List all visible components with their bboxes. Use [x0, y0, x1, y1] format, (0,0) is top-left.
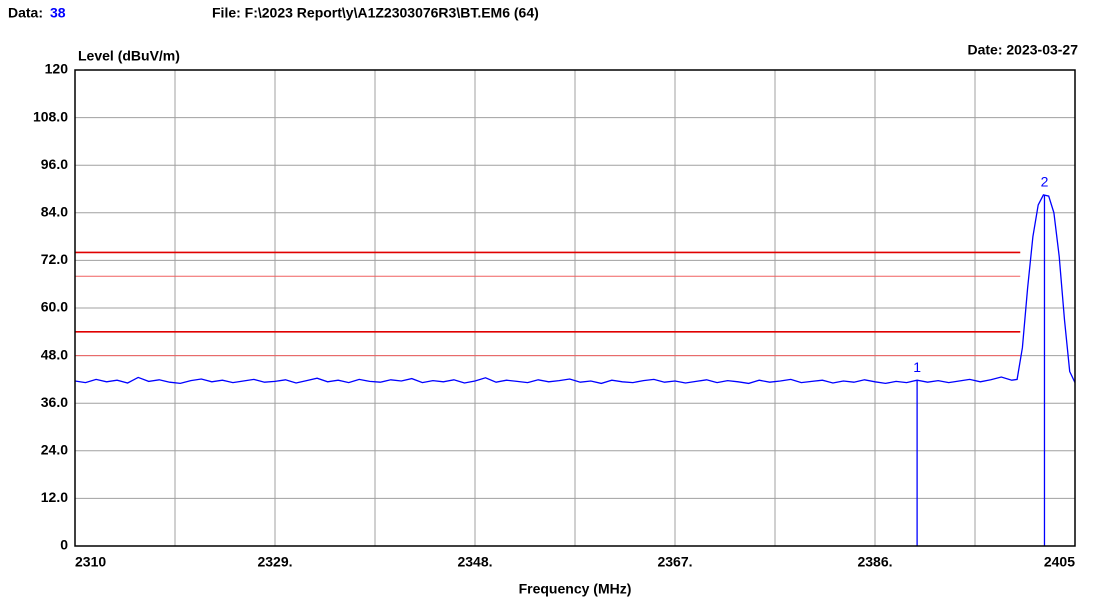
y-tick-label: 108.0 [33, 108, 68, 124]
y-tick-label: 84.0 [41, 204, 68, 220]
data-label: Data: [8, 5, 43, 21]
y-tick-label: 120 [45, 61, 69, 77]
y-tick-label: 24.0 [41, 442, 68, 458]
y-tick-label: 12.0 [41, 489, 68, 505]
file-path: File: F:\2023 Report\y\A1Z2303076R3\BT.E… [212, 5, 539, 21]
date: Date: 2023-03-27 [967, 42, 1078, 58]
y-tick-label: 60.0 [41, 299, 68, 315]
x-tick-label: 2367. [657, 554, 692, 570]
x-tick-label: 2310 [75, 554, 106, 570]
x-tick-label: 2386. [857, 554, 892, 570]
x-tick-label: 2329. [257, 554, 292, 570]
marker-label: 2 [1041, 174, 1049, 190]
data-number: 38 [50, 5, 66, 21]
x-axis-label: Frequency (MHz) [519, 581, 632, 597]
x-tick-label: 2405 [1044, 554, 1075, 570]
y-tick-label: 36.0 [41, 394, 68, 410]
y-axis-label: Level (dBuV/m) [78, 48, 180, 64]
y-tick-label: 0 [60, 537, 68, 553]
plot-frame [74, 69, 1076, 547]
x-tick-label: 2348. [457, 554, 492, 570]
marker-label: 1 [913, 359, 921, 375]
y-tick-label: 48.0 [41, 346, 68, 362]
y-tick-label: 72.0 [41, 251, 68, 267]
trace-line [74, 194, 1076, 385]
y-tick-label: 96.0 [41, 156, 68, 172]
